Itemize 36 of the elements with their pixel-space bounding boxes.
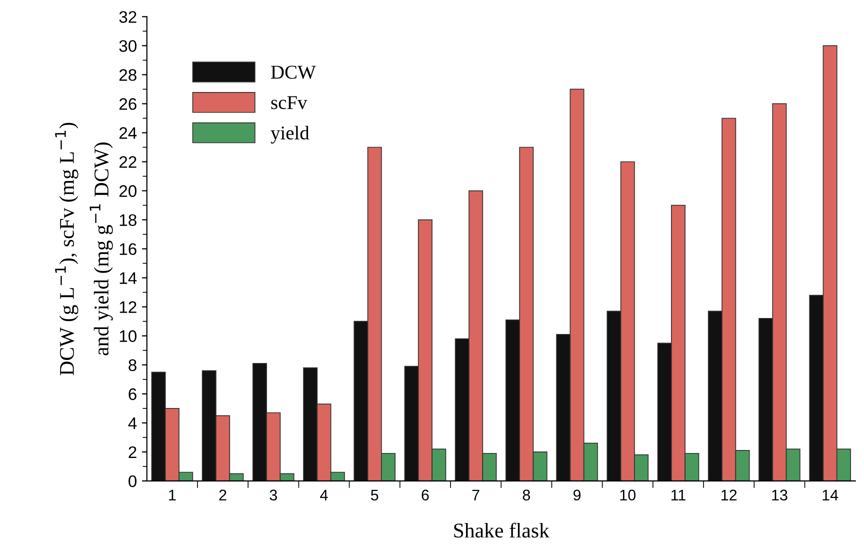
x-tick-label: 12 bbox=[722, 490, 737, 500]
legend-label: scFv bbox=[271, 96, 308, 110]
legend-label: yield bbox=[270, 126, 310, 144]
y-tick-label: 30 bbox=[119, 40, 137, 52]
y-tick-label: 20 bbox=[119, 185, 137, 197]
y-tick-label: 8 bbox=[128, 359, 136, 372]
y-tick-label: 26 bbox=[119, 98, 136, 110]
y-tick-label: 12 bbox=[120, 301, 136, 313]
x-tick-label: 14 bbox=[822, 490, 838, 500]
x-tick-label: 8 bbox=[522, 490, 530, 500]
x-tick-label: 3 bbox=[270, 490, 277, 500]
x-tick-label: 4 bbox=[320, 490, 328, 500]
y-tick-label: 0 bbox=[128, 475, 137, 488]
y-tick-label: 14 bbox=[120, 272, 137, 284]
x-tick-label: 13 bbox=[772, 490, 788, 500]
x-tick-label: 10 bbox=[620, 490, 636, 500]
x-tick-label: 6 bbox=[422, 490, 429, 500]
y-tick-label: 28 bbox=[119, 69, 136, 81]
x-tick-label: 5 bbox=[370, 490, 378, 500]
x-tick-label: 2 bbox=[219, 490, 226, 500]
y-tick-label: 24 bbox=[119, 127, 137, 139]
y-tick-label: 16 bbox=[120, 243, 136, 256]
x-axis-title: Shake flask bbox=[454, 522, 550, 538]
y-tick-label: 10 bbox=[120, 330, 137, 342]
x-tick-label: 7 bbox=[472, 490, 480, 500]
x-tick-label: 11 bbox=[671, 490, 686, 500]
legend-label: DCW bbox=[271, 66, 316, 79]
y-tick-label: 22 bbox=[119, 156, 136, 168]
y-tick-label: 6 bbox=[128, 388, 136, 400]
text: DCW (g L$^{−1}$), scFv (mg L$^{−1}$) and yield (mg g$^{−1}$ DCW) bbox=[55, 122, 113, 376]
y-tick-label: 32 bbox=[119, 11, 136, 23]
x-tick-label: 1 bbox=[169, 490, 176, 500]
y-tick-label: 4 bbox=[128, 417, 137, 429]
y-tick-label: 18 bbox=[120, 214, 136, 226]
y-tick-label: 2 bbox=[128, 446, 136, 458]
x-tick-label: 9 bbox=[573, 490, 581, 500]
